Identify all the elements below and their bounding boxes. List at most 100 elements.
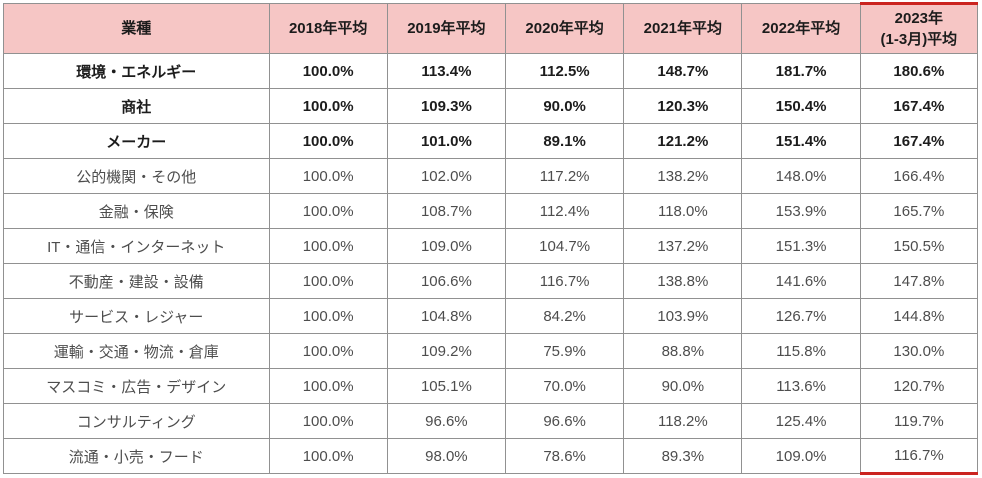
industry-yearly-average-table: 業種 2018年平均 2019年平均 2020年平均 2021年平均 2022年…	[3, 2, 979, 475]
value-cell: 78.6%	[504, 438, 625, 474]
value-cell: 151.3%	[741, 228, 861, 264]
column-header-2020: 2020年平均	[504, 3, 625, 54]
value-cell: 100.0%	[268, 368, 388, 404]
value-cell: 100.0%	[268, 123, 388, 159]
value-cell: 167.4%	[859, 88, 979, 124]
header-row: 業種 2018年平均 2019年平均 2020年平均 2021年平均 2022年…	[3, 2, 979, 54]
value-cell: 120.7%	[859, 368, 979, 404]
value-cell: 89.1%	[504, 123, 625, 159]
value-cell: 117.2%	[504, 158, 625, 194]
table-row: 商社 100.0% 109.3% 90.0% 120.3% 150.4% 167.4%	[3, 88, 979, 124]
value-cell: 106.6%	[386, 263, 507, 299]
value-cell: 126.7%	[741, 298, 861, 334]
column-header-2021: 2021年平均	[623, 3, 743, 54]
value-cell: 109.3%	[386, 88, 507, 124]
value-cell: 104.7%	[504, 228, 625, 264]
industry-cell: 流通・小売・フード	[3, 438, 270, 474]
table-row: 運輸・交通・物流・倉庫 100.0% 109.2% 75.9% 88.8% 115.8% 1…	[3, 333, 979, 369]
value-cell: 75.9%	[504, 333, 625, 369]
value-cell: 148.0%	[741, 158, 861, 194]
value-cell: 96.6%	[386, 403, 507, 439]
value-cell: 113.6%	[741, 368, 861, 404]
industry-cell: コンサルティング	[3, 403, 270, 439]
value-cell: 100.0%	[268, 228, 388, 264]
value-cell: 100.0%	[268, 333, 388, 369]
value-cell: 121.2%	[623, 123, 743, 159]
value-cell: 100.0%	[268, 403, 388, 439]
table-row: 金融・保険 100.0% 108.7% 112.4% 118.0% 153.9% 165.7…	[3, 193, 979, 229]
value-cell: 144.8%	[859, 298, 979, 334]
industry-cell: 公的機関・その他	[3, 158, 270, 194]
value-cell: 70.0%	[504, 368, 625, 404]
value-cell: 137.2%	[623, 228, 743, 264]
value-cell: 120.3%	[623, 88, 743, 124]
value-cell: 119.7%	[859, 403, 979, 439]
value-cell: 147.8%	[859, 263, 979, 299]
value-cell: 105.1%	[386, 368, 507, 404]
table-row: IT・通信・インターネット 100.0% 109.0% 104.7% 137.2% 151…	[3, 228, 979, 264]
industry-cell: 金融・保険	[3, 193, 270, 229]
value-cell: 181.7%	[741, 53, 861, 89]
value-cell: 116.7%	[859, 438, 979, 475]
value-cell: 101.0%	[386, 123, 507, 159]
value-cell: 138.8%	[623, 263, 743, 299]
value-cell: 102.0%	[386, 158, 507, 194]
table-row: 流通・小売・フード 100.0% 98.0% 78.6% 89.3% 109.0% 116.…	[3, 438, 979, 475]
value-cell: 180.6%	[859, 53, 979, 89]
value-cell: 103.9%	[623, 298, 743, 334]
value-cell: 104.8%	[386, 298, 507, 334]
value-cell: 167.4%	[859, 123, 979, 159]
value-cell: 100.0%	[268, 263, 388, 299]
value-cell: 112.5%	[504, 53, 625, 89]
value-cell: 138.2%	[623, 158, 743, 194]
table-row: 環境・エネルギー 100.0% 113.4% 112.5% 148.7% 181.7% 18…	[3, 53, 979, 89]
value-cell: 109.2%	[386, 333, 507, 369]
table-row: 公的機関・その他 100.0% 102.0% 117.2% 138.2% 148.0% 16…	[3, 158, 979, 194]
value-cell: 100.0%	[268, 193, 388, 229]
value-cell: 100.0%	[268, 298, 388, 334]
column-header-2018: 2018年平均	[268, 3, 388, 54]
value-cell: 109.0%	[386, 228, 507, 264]
value-cell: 109.0%	[741, 438, 861, 474]
table-row: サービス・レジャー 100.0% 104.8% 84.2% 103.9% 126.7% 14…	[3, 298, 979, 334]
value-cell: 112.4%	[504, 193, 625, 229]
value-cell: 89.3%	[623, 438, 743, 474]
value-cell: 90.0%	[623, 368, 743, 404]
value-cell: 100.0%	[268, 53, 388, 89]
industry-cell: IT・通信・インターネット	[3, 228, 270, 264]
value-cell: 100.0%	[268, 158, 388, 194]
value-cell: 108.7%	[386, 193, 507, 229]
value-cell: 141.6%	[741, 263, 861, 299]
industry-cell: マスコミ・広告・デザイン	[3, 368, 270, 404]
value-cell: 84.2%	[504, 298, 625, 334]
industry-cell: メーカー	[3, 123, 270, 159]
value-cell: 116.7%	[504, 263, 625, 299]
industry-cell: サービス・レジャー	[3, 298, 270, 334]
column-header-2023-highlighted: 2023年 (1-3月)平均	[859, 2, 979, 54]
table-body: 環境・エネルギー 100.0% 113.4% 112.5% 148.7% 181.7% 18…	[3, 53, 979, 475]
value-cell: 118.2%	[623, 403, 743, 439]
value-cell: 125.4%	[741, 403, 861, 439]
value-cell: 150.5%	[859, 228, 979, 264]
table-row: コンサルティング 100.0% 96.6% 96.6% 118.2% 125.4% 119.…	[3, 403, 979, 439]
table-row: メーカー 100.0% 101.0% 89.1% 121.2% 151.4% 167.4%	[3, 123, 979, 159]
value-cell: 88.8%	[623, 333, 743, 369]
table-row: 不動産・建設・設備 100.0% 106.6% 116.7% 138.8% 141.6% 1…	[3, 263, 979, 299]
industry-cell: 不動産・建設・設備	[3, 263, 270, 299]
value-cell: 151.4%	[741, 123, 861, 159]
column-header-industry: 業種	[3, 3, 270, 54]
value-cell: 130.0%	[859, 333, 979, 369]
value-cell: 96.6%	[504, 403, 625, 439]
value-cell: 90.0%	[504, 88, 625, 124]
column-header-2022: 2022年平均	[741, 3, 861, 54]
table-row: マスコミ・広告・デザイン 100.0% 105.1% 70.0% 90.0% 113.6%…	[3, 368, 979, 404]
value-cell: 148.7%	[623, 53, 743, 89]
value-cell: 100.0%	[268, 88, 388, 124]
value-cell: 150.4%	[741, 88, 861, 124]
value-cell: 153.9%	[741, 193, 861, 229]
value-cell: 166.4%	[859, 158, 979, 194]
value-cell: 98.0%	[386, 438, 507, 474]
column-header-2019: 2019年平均	[386, 3, 507, 54]
industry-cell: 環境・エネルギー	[3, 53, 270, 89]
value-cell: 115.8%	[741, 333, 861, 369]
